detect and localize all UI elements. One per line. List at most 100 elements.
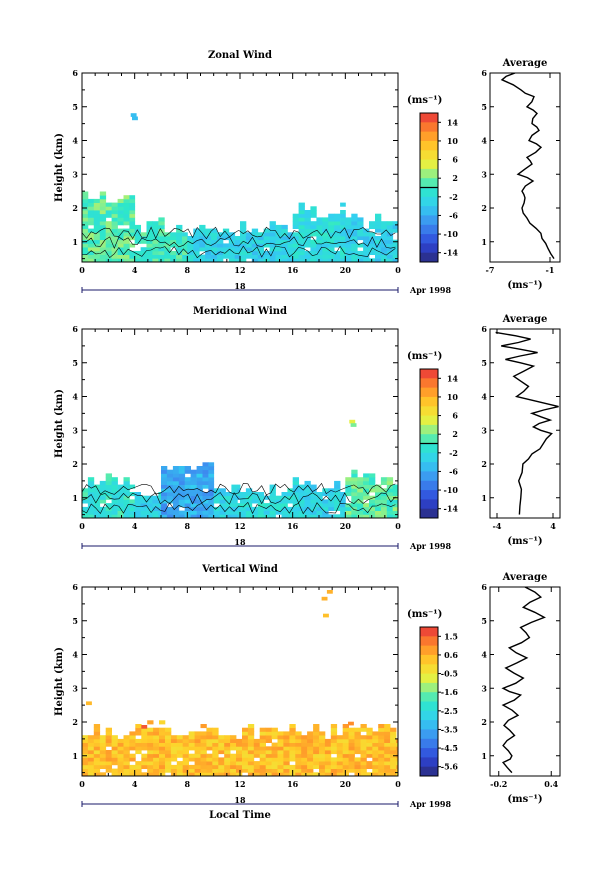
heatmap-cell — [345, 236, 352, 241]
heatmap-cell — [193, 228, 200, 233]
heatmap-cell — [202, 477, 209, 482]
heatmap-cell — [117, 738, 124, 743]
heatmap-cell — [310, 210, 317, 215]
heatmap-cell — [134, 232, 141, 237]
heatmap-cell — [230, 738, 237, 743]
x-tick-label: 20 — [340, 779, 352, 789]
heatmap-cell — [348, 768, 355, 773]
heatmap-cell — [251, 510, 259, 515]
heatmap-cell — [257, 232, 265, 237]
heatmap-cell — [334, 254, 341, 259]
heatmap-cell — [99, 224, 107, 229]
heatmap-cell — [307, 772, 314, 776]
heatmap-cell — [199, 258, 206, 262]
colorbar-tick-label: -14 — [444, 248, 459, 258]
heatmap-cell — [117, 247, 124, 252]
heatmap-cell — [105, 488, 112, 493]
heatmap-cell — [205, 239, 212, 244]
heatmap-cell — [392, 250, 398, 255]
heatmap-cell — [129, 213, 136, 218]
date-tick-label: 18 — [234, 795, 246, 805]
heatmap-cell — [281, 499, 288, 504]
heatmap-cell — [176, 768, 184, 773]
heatmap-cell — [392, 514, 398, 518]
heatmap-cell — [105, 753, 112, 758]
heatmap-cell — [380, 492, 388, 497]
heatmap-cell — [87, 202, 95, 207]
contour-line — [82, 501, 396, 515]
heatmap-cell — [135, 738, 142, 743]
heatmap-cell — [322, 217, 329, 222]
heatmap-cell — [82, 258, 89, 262]
heatmap-cell — [225, 514, 232, 518]
heatmap-cell — [184, 480, 191, 485]
heatmap-cell — [230, 768, 237, 773]
heatmap-cell — [277, 768, 284, 773]
heatmap-cell — [105, 202, 112, 207]
colorbar-tick-label: 6 — [452, 155, 458, 165]
heatmap-cell — [111, 477, 118, 482]
average-units: (ms⁻¹) — [507, 794, 542, 805]
heatmap-cell — [345, 506, 352, 511]
colorbar-tick-label: -2 — [449, 192, 458, 202]
heatmap-cell — [182, 250, 188, 255]
heatmap-cell — [176, 772, 184, 776]
heatmap-cell — [140, 514, 147, 518]
heatmap-cell — [330, 746, 338, 751]
heatmap-cell — [269, 492, 276, 497]
panel-title: Meridional Wind — [193, 306, 287, 317]
heatmap-cell — [351, 503, 358, 508]
heatmap-cell — [190, 503, 197, 508]
heatmap-cell — [87, 243, 95, 248]
heatmap-cell — [319, 742, 326, 747]
heatmap-cell — [369, 232, 376, 237]
heatmap-cell — [82, 224, 89, 229]
heatmap-cell — [93, 738, 101, 743]
heatmap-cell — [194, 742, 201, 747]
heatmap-cell — [99, 202, 107, 207]
heatmap-cell — [386, 477, 394, 482]
heatmap-cell — [190, 495, 197, 500]
heatmap-cell — [240, 247, 247, 252]
heatmap-cell — [158, 247, 165, 252]
heatmap-cell — [247, 753, 255, 758]
heatmap-cell — [283, 750, 290, 755]
heatmap-cell — [316, 232, 323, 237]
colorbar-segment — [420, 480, 438, 491]
colorbar-segment — [420, 462, 438, 472]
heatmap-cell — [295, 735, 302, 740]
heatmap-cell — [208, 495, 215, 500]
heatmap-cell — [295, 768, 302, 773]
heatmap-cell — [93, 221, 101, 226]
heatmap-cell — [263, 510, 270, 515]
heatmap-cell — [322, 499, 329, 504]
heatmap-cell — [375, 250, 382, 255]
heatmap-cell — [310, 514, 317, 518]
heatmap-cell — [117, 761, 124, 766]
heatmap-cell — [93, 768, 101, 773]
heatmap-cell — [298, 499, 305, 504]
heatmap-cell — [200, 757, 207, 762]
heatmap-cell — [298, 236, 305, 241]
heatmap-cell — [316, 224, 323, 229]
heatmap-cell — [87, 738, 95, 743]
heatmap-cell — [259, 727, 266, 732]
heatmap-cell — [247, 764, 255, 769]
heatmap-cell — [111, 495, 118, 500]
heatmap-cell — [342, 772, 349, 776]
heatmap-cell — [363, 236, 370, 241]
heatmap-cell — [86, 701, 92, 706]
heatmap-cell — [178, 480, 186, 485]
heatmap-cell — [166, 480, 174, 485]
heatmap-cell — [281, 510, 288, 515]
heatmap-cell — [304, 224, 311, 229]
colorbar-tick-label: -10 — [444, 485, 459, 495]
heatmap-cell — [363, 232, 370, 237]
heatmap-cell — [184, 506, 191, 511]
heatmap-cell — [200, 753, 207, 758]
heatmap-cell — [375, 492, 382, 497]
heatmap-cell — [292, 254, 299, 259]
heatmap-cell — [348, 764, 355, 769]
heatmap-cell — [82, 768, 89, 773]
